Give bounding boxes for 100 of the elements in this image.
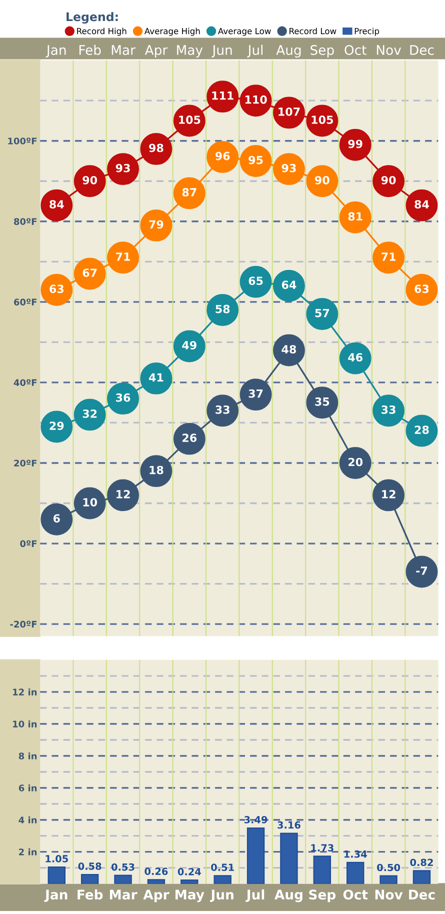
data-label: 3.49	[244, 816, 268, 824]
bar	[80, 874, 99, 884]
y-tick-label: 60ºF	[14, 298, 37, 306]
data-label: 107	[278, 107, 300, 116]
data-label: 0.51	[211, 864, 234, 872]
y-tick-label: 2 in	[19, 848, 37, 856]
data-label: 71	[382, 252, 396, 261]
data-label: 32	[82, 409, 97, 418]
bar	[214, 875, 232, 884]
data-label: -7	[416, 566, 428, 575]
data-label: 105	[179, 116, 200, 124]
data-label: 29	[50, 422, 64, 430]
data-label: 98	[149, 144, 164, 152]
data-label: 67	[82, 268, 97, 277]
bar	[48, 866, 66, 884]
x-tick-label: May	[176, 890, 204, 902]
data-label: 84	[414, 200, 429, 209]
bar	[380, 875, 398, 884]
data-label: 18	[150, 466, 164, 474]
legend-label: Precip	[354, 28, 380, 36]
y-tick-label: 100ºF	[8, 138, 37, 144]
data-label: 33	[216, 405, 230, 414]
data-label: 0.82	[410, 858, 433, 866]
y-tick-label: 40ºF	[14, 379, 37, 386]
data-label: 79	[149, 220, 164, 229]
data-label: 57	[315, 308, 330, 318]
legend-label: Average Low	[218, 28, 271, 36]
data-label: 26	[182, 434, 197, 442]
data-label: 96	[215, 152, 230, 160]
bar	[246, 827, 265, 884]
data-label: 111	[212, 92, 234, 100]
x-tick-label: Oct	[343, 890, 368, 900]
data-label: 20	[348, 458, 363, 466]
bar	[280, 832, 298, 884]
y-tick-label: 0ºF	[20, 540, 37, 548]
data-label: 0.50	[377, 864, 400, 872]
data-label: 37	[248, 389, 263, 398]
data-label: 1.05	[46, 855, 68, 862]
data-label: 1.73	[311, 844, 334, 852]
data-label: 6	[53, 514, 60, 523]
x-tick-label: Dec	[409, 890, 435, 900]
y-tick-label: -20ºF	[10, 620, 37, 628]
data-label: 48	[282, 345, 296, 354]
y-tick-label: 4 in	[18, 816, 37, 824]
point	[406, 556, 438, 588]
data-label: 35	[315, 397, 330, 406]
y-tick-label: 20ºF	[14, 460, 37, 467]
x-tick-label: Aug	[276, 45, 301, 58]
data-label: 12	[382, 490, 396, 498]
data-label: 65	[248, 276, 263, 286]
data-label: 84	[50, 200, 64, 209]
x-tick-label: Nov	[375, 890, 403, 900]
y-tick-label: 8 in	[18, 752, 37, 760]
data-label: 63	[414, 284, 429, 294]
data-label: 0.26	[144, 868, 168, 876]
x-tick-label: Dec	[410, 45, 434, 55]
x-tick-label: May	[177, 45, 203, 58]
x-tick-label: Sep	[309, 890, 336, 902]
x-tick-label: Mar	[112, 45, 136, 55]
data-label: 95	[248, 156, 263, 164]
x-tick-label: Feb	[78, 889, 103, 900]
legend-label: Record High	[77, 28, 126, 36]
x-tick-label: Jan	[46, 45, 66, 58]
data-label: 12	[116, 490, 130, 498]
data-label: 81	[348, 212, 362, 221]
data-label: 3.16	[278, 821, 300, 829]
data-label: 99	[348, 140, 362, 148]
x-tick-label: Jul	[246, 889, 264, 902]
data-label: 93	[282, 164, 296, 172]
legend-label: Record Low	[290, 28, 336, 34]
x-tick-label: Mar	[110, 890, 138, 900]
data-label: 110	[245, 95, 267, 104]
legend-label: Average High	[144, 28, 200, 36]
bar	[114, 874, 132, 884]
bar	[346, 862, 364, 884]
data-label: 1.34	[344, 850, 367, 858]
x-tick-label: Oct	[344, 45, 366, 55]
data-label: 10	[83, 498, 98, 506]
data-label: 87	[182, 188, 196, 196]
data-label: 58	[216, 304, 230, 314]
data-label: 33	[382, 405, 396, 414]
x-tick-label: Apr	[143, 890, 170, 902]
bar	[180, 879, 198, 884]
x-tick-label: Jun	[212, 45, 232, 58]
data-label: 90	[381, 176, 396, 184]
data-label: 64	[282, 280, 296, 290]
data-label: 41	[148, 373, 164, 382]
y-tick-label: 6 in	[18, 784, 37, 792]
y-tick-label: 10 in	[13, 720, 37, 728]
data-label: 90	[82, 176, 98, 184]
data-label: 90	[315, 176, 330, 184]
y-tick-label: 12 in	[13, 688, 37, 696]
x-tick-label: Sep	[310, 45, 334, 58]
x-tick-label: Feb	[79, 44, 101, 55]
data-label: 28	[414, 426, 429, 434]
x-tick-label: Jul	[247, 44, 263, 58]
x-tick-label: Aug	[274, 890, 302, 902]
data-label: 46	[348, 353, 362, 362]
bar	[147, 879, 166, 884]
data-label: 36	[116, 393, 130, 402]
